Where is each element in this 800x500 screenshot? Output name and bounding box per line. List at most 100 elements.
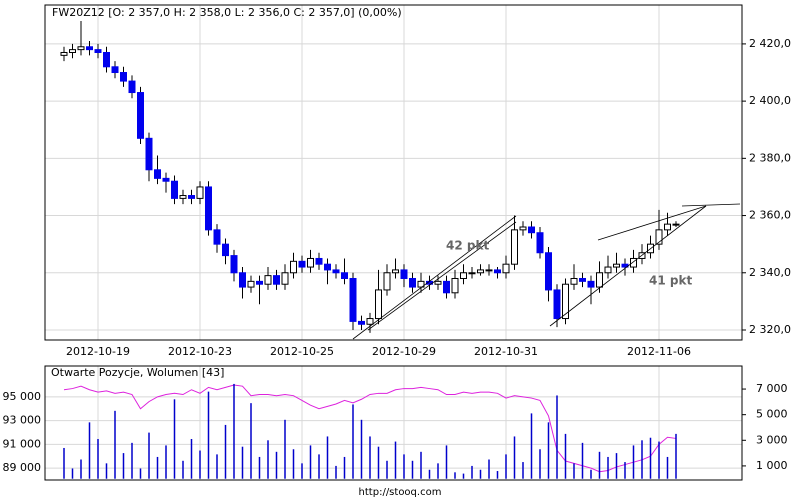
candle-body	[553, 289, 561, 320]
y-tick-label: 2 400,0	[749, 94, 791, 107]
volume-bar	[615, 453, 618, 479]
candle-body	[69, 49, 76, 53]
candle-body	[511, 229, 518, 265]
x-tick-label: 2012-10-31	[474, 345, 538, 358]
y2-tick-label: 1 000	[756, 459, 788, 472]
volume-bar	[505, 454, 507, 479]
candle-body	[562, 283, 569, 320]
volume-bar	[386, 460, 388, 479]
volume-bar	[131, 442, 133, 479]
volume-bar	[352, 404, 354, 479]
volume-bar	[513, 436, 516, 479]
y-tick-label: 89 000	[3, 461, 42, 474]
mark-layer	[60, 21, 680, 479]
candle-body	[587, 280, 595, 288]
candle-body	[502, 263, 510, 274]
candle-body	[485, 269, 493, 272]
candle-body	[205, 186, 212, 231]
volume-bar	[598, 451, 601, 479]
panel-title: Otwarte Pozycje, Wolumen [43]	[51, 366, 224, 379]
volume-bar	[105, 463, 108, 479]
trend-line	[597, 205, 707, 241]
x-tick-label: 2012-10-29	[372, 345, 436, 358]
volume-bar	[233, 383, 235, 479]
volume-bar	[301, 463, 303, 479]
volume-bar	[632, 445, 635, 479]
x-tick-label: 2012-10-19	[66, 345, 130, 358]
volume-bar	[156, 456, 159, 479]
annotation: 42 pkt	[446, 239, 489, 253]
volume-bar	[607, 456, 609, 479]
trend-line	[681, 203, 741, 207]
candle-body	[247, 280, 255, 288]
trend-line	[367, 221, 517, 331]
volume-bar	[284, 419, 286, 479]
volume-bar	[573, 463, 575, 479]
candle-body	[179, 195, 187, 199]
plot-frame	[44, 365, 743, 481]
candle-body	[341, 272, 348, 279]
volume-bar	[63, 447, 65, 479]
candle-body	[672, 223, 680, 226]
candle-body	[256, 280, 263, 285]
candle-body	[392, 269, 399, 274]
volume-bar	[411, 460, 414, 479]
volume-bar	[394, 441, 397, 479]
candle-body	[290, 260, 297, 274]
volume-bar	[454, 472, 456, 479]
candle-body	[366, 318, 374, 325]
candle-body	[460, 272, 467, 279]
y-tick-label: 93 000	[3, 414, 42, 427]
volume-bar	[148, 432, 150, 479]
candle-body	[434, 280, 442, 285]
volume-bar	[71, 468, 74, 479]
candle-body	[358, 320, 365, 325]
volume-bar	[624, 462, 626, 479]
volume-bar	[97, 439, 99, 479]
volume-bar	[360, 419, 363, 479]
volume-bar	[182, 460, 184, 479]
candle-body	[417, 280, 425, 288]
y2-tick-label: 7 000	[756, 382, 788, 395]
volume-bar	[369, 436, 371, 479]
candle-body	[137, 92, 144, 139]
volume-bar	[326, 436, 329, 479]
grid-layer	[45, 5, 742, 480]
volume-bar	[488, 459, 490, 479]
volume-bar	[377, 446, 380, 479]
volume-bar	[275, 451, 278, 479]
candle-body	[477, 269, 484, 274]
candle-body	[536, 232, 544, 254]
volume-bar	[649, 437, 652, 479]
volume-bar	[556, 395, 558, 479]
candle-body	[443, 280, 450, 294]
volume-bar	[292, 449, 295, 479]
candle-body	[596, 272, 603, 288]
y2-tick-label: 3 000	[756, 433, 788, 446]
candle-body	[604, 266, 612, 274]
candle-body	[570, 277, 578, 285]
candle-body	[128, 80, 136, 94]
candle-body	[145, 137, 153, 171]
candle-body	[154, 169, 161, 179]
trend-line	[352, 215, 517, 340]
candle-body	[86, 46, 93, 51]
candle-body	[222, 243, 229, 257]
volume-bar	[250, 403, 252, 479]
volume-bar	[173, 399, 176, 479]
trend-line	[549, 205, 707, 327]
candle-body	[494, 269, 501, 274]
candle-body	[103, 51, 110, 68]
volume-bar	[590, 469, 592, 479]
volume-bar	[641, 440, 643, 479]
volume-bar	[496, 471, 499, 479]
candle-body	[519, 226, 527, 231]
volume-bar	[462, 473, 465, 479]
candle-body	[451, 277, 459, 294]
volume-bar	[199, 450, 201, 479]
volume-bar	[343, 456, 346, 479]
volume-bar	[479, 469, 482, 479]
volume-bar	[309, 445, 312, 479]
candle-body	[468, 272, 476, 275]
volume-bar	[207, 391, 210, 479]
